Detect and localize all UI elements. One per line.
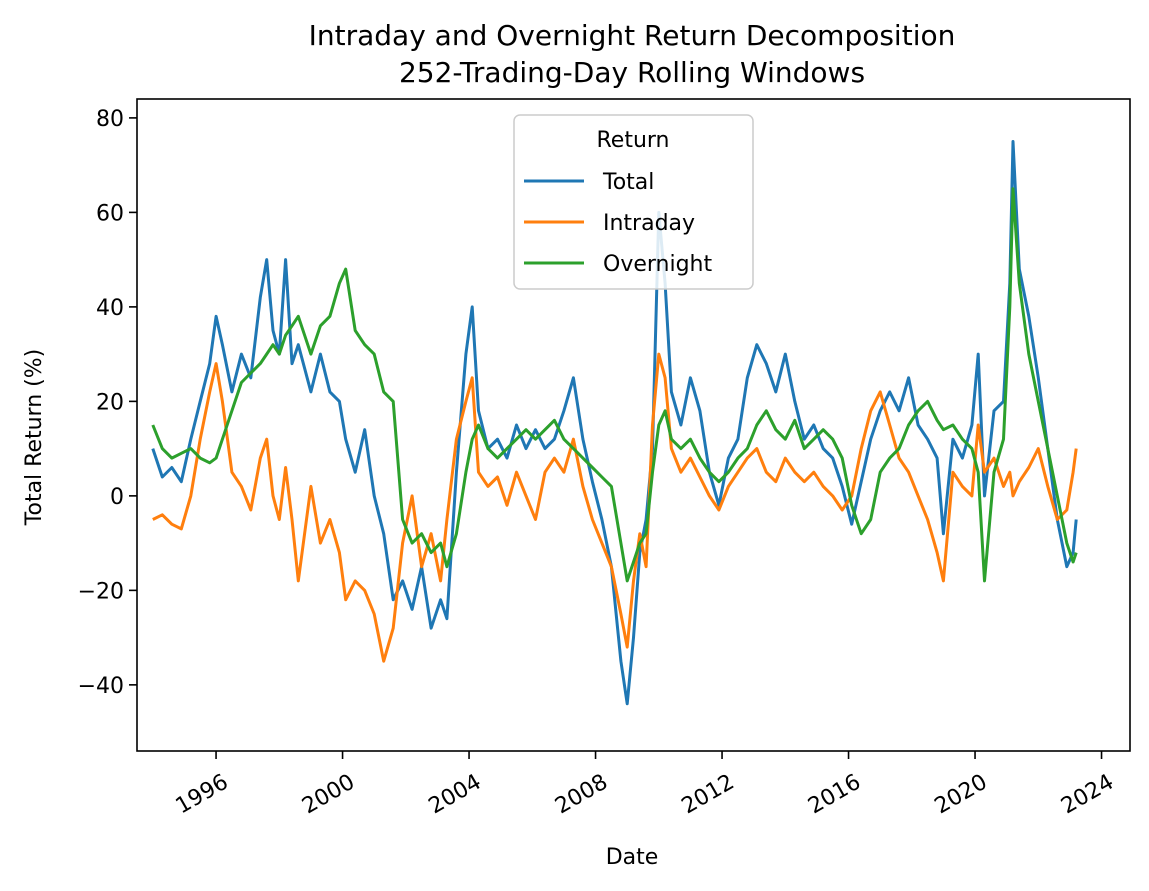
legend-label-intraday: Intraday [603,211,695,236]
chart-title: Intraday and Overnight Return Decomposit… [309,19,956,52]
series-line-total [151,140,1078,706]
x-axis: 1996 2000 2004 2008 2012 2016 2020 2024 [172,751,1118,819]
y-tick-label: 20 [96,390,124,415]
legend-box [513,114,754,290]
x-tick-label: 2004 [425,770,486,820]
y-axis: −40 −20 0 20 40 60 80 [78,107,137,699]
plot-frame [136,98,1131,752]
x-tick-label: 2008 [551,770,612,820]
y-tick-label: 80 [96,107,124,132]
series-layer [151,140,1078,706]
y-tick-label: 60 [96,201,124,226]
x-tick-label: 1996 [172,770,233,820]
y-tick-label: −20 [78,579,124,604]
x-tick-label: 2000 [298,770,359,820]
y-tick-label: 0 [110,485,124,510]
legend-title: Return [596,128,669,153]
y-tick-label: −40 [78,674,124,699]
legend: Return Total Intraday Overnight [513,114,754,290]
x-tick-label: 2020 [931,770,992,820]
y-axis-label: Total Return (%) [22,349,47,526]
x-tick-label: 2012 [678,770,739,820]
x-tick-label: 2024 [1057,770,1118,820]
legend-label-total: Total [602,170,654,195]
legend-label-overnight: Overnight [603,252,712,277]
y-tick-label: 40 [96,296,124,321]
chart-subtitle: 252-Trading-Day Rolling Windows [399,56,865,89]
x-axis-label: Date [606,845,659,870]
series-line-overnight [151,187,1078,583]
series-line-intraday [152,352,1078,663]
x-tick-label: 2016 [804,770,865,820]
